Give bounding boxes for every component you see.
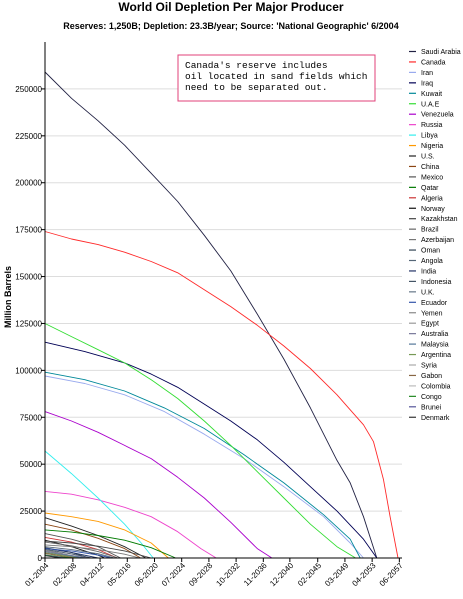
legend-label: Iraq	[421, 80, 433, 87]
series-line	[44, 523, 141, 559]
legend-label: India	[421, 268, 436, 275]
legend-label: Mexico	[421, 174, 443, 181]
y-ticks: 0 25000 50000 75000 100000 125000 150000 175000…	[15, 85, 45, 563]
series-line	[44, 540, 152, 559]
series-line	[44, 375, 364, 559]
y-tick-label: 225000	[15, 132, 42, 141]
y-tick-label: 250000	[15, 85, 42, 94]
annotation-line-1: Canada's reserve includes	[185, 60, 328, 71]
legend-label: Libya	[421, 133, 438, 140]
legend-label: Kuwait	[421, 91, 442, 98]
legend-label: Colombia	[421, 383, 451, 390]
legend-label: Syria	[421, 363, 437, 370]
legend-label: Ecuador	[421, 300, 448, 307]
series-line	[44, 71, 378, 559]
legend-label: Qatar	[421, 185, 439, 192]
series-line	[44, 548, 112, 559]
legend-label: Yemen	[421, 310, 443, 317]
legend: Saudi Arabia Canada Iran Iraq Kuwait U.A.E Ven…	[409, 49, 461, 422]
legend-label: Venezuela	[421, 112, 454, 119]
y-tick-label: 200000	[15, 179, 42, 188]
legend-label: Brazil	[421, 227, 439, 234]
legend-label: U.S.	[421, 154, 435, 161]
chart-title: World Oil Depletion Per Major Producer	[118, 0, 343, 14]
series-line	[44, 323, 356, 559]
y-tick-label: 125000	[15, 319, 42, 328]
series-line	[44, 371, 361, 559]
series-lines	[44, 71, 399, 559]
legend-label: Indonesia	[421, 279, 451, 286]
chart-subtitle: Reserves: 1,250B; Depletion: 23.3B/year;…	[63, 21, 398, 31]
annotation-line-2: oil located in sand fields which	[185, 71, 367, 82]
legend-label: Argentina	[421, 352, 451, 359]
series-line	[44, 539, 105, 559]
y-tick-label: 100000	[15, 366, 42, 375]
series-line	[44, 529, 176, 559]
legend-label: U.K.	[421, 289, 435, 296]
legend-label: U.A.E	[421, 101, 440, 108]
y-tick-label: 150000	[15, 273, 42, 282]
y-tick-label: 50000	[20, 460, 43, 469]
legend-label: Australia	[421, 331, 448, 338]
series-line	[44, 544, 141, 559]
legend-label: China	[421, 164, 439, 171]
annotation-box	[177, 54, 376, 102]
series-line	[44, 411, 273, 559]
legend-label: Brunei	[421, 404, 442, 411]
series-line	[44, 550, 89, 559]
series-line	[44, 552, 79, 559]
annotation-line-3: need to be separated out.	[185, 82, 328, 93]
legend-label: Congo	[421, 394, 442, 401]
y-tick-label: 25000	[20, 507, 43, 516]
series-line	[44, 546, 115, 559]
legend-label: Malaysia	[421, 342, 449, 349]
legend-label: Russia	[421, 122, 443, 129]
series-line	[44, 490, 217, 559]
y-axis-label: Million Barrels	[3, 266, 13, 328]
series-line	[44, 552, 75, 559]
legend-label: Azerbaijan	[421, 237, 454, 244]
series-line	[44, 536, 118, 559]
legend-label: Angola	[421, 258, 443, 265]
axes	[44, 42, 402, 559]
legend-label: Gabon	[421, 373, 442, 380]
legend-label: Iran	[421, 70, 433, 77]
legend-label: Nigeria	[421, 143, 443, 150]
legend-label: Denmark	[421, 415, 450, 422]
series-line	[44, 533, 121, 559]
y-tick-label: 75000	[20, 413, 43, 422]
y-tick-label: 0	[38, 554, 43, 563]
legend-label: Egypt	[421, 321, 439, 328]
legend-label: Algeria	[421, 195, 443, 202]
series-line	[44, 548, 92, 559]
series-line	[44, 541, 119, 559]
legend-label: Saudi Arabia	[421, 49, 461, 56]
legend-label: Norway	[421, 206, 445, 213]
series-line	[44, 512, 169, 559]
legend-label: Oman	[421, 248, 440, 255]
legend-label: Kazakhstan	[421, 216, 458, 223]
series-line	[44, 231, 399, 559]
y-tick-label: 175000	[15, 226, 42, 235]
legend-label: Canada	[421, 59, 446, 66]
annotation: Canada's reserve includes oil located in…	[177, 54, 376, 102]
